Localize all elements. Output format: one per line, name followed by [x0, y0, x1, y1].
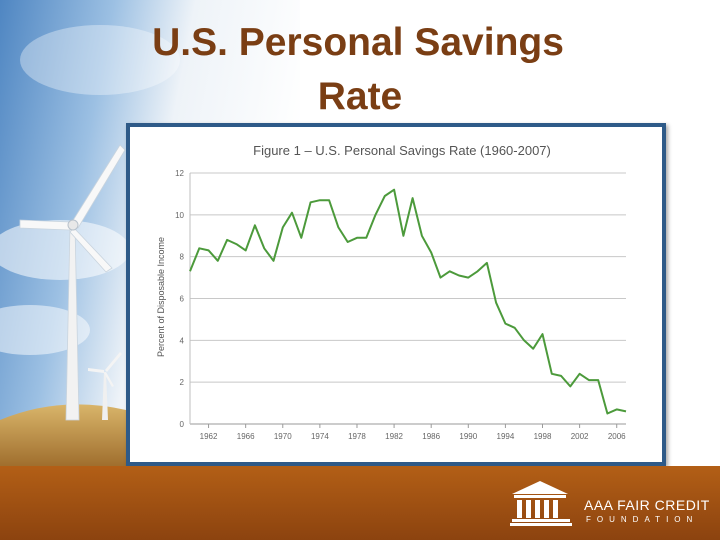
wind-turbine-icon [19, 144, 126, 421]
x-tick-label: 1982 [385, 432, 403, 441]
x-tick-label: 1986 [422, 432, 440, 441]
savings-rate-series-line [189, 188, 627, 415]
logo-subtitle: FOUNDATION [586, 515, 699, 524]
chart-frame: Figure 1 – U.S. Personal Savings Rate (1… [126, 123, 666, 466]
y-tick-label: 8 [180, 253, 185, 262]
y-tick-label: 6 [180, 295, 185, 304]
y-axis-label: Percent of Disposable Income [156, 237, 166, 357]
y-tick-label: 0 [180, 420, 185, 429]
x-tick-label: 1974 [311, 432, 329, 441]
temple-logo-icon [510, 481, 572, 526]
footer-band [0, 466, 720, 540]
small-wind-turbine-icon [88, 352, 122, 420]
y-tick-label: 4 [180, 336, 185, 345]
x-tick-label: 1990 [459, 432, 477, 441]
slide-title-line1: U.S. Personal Savings [152, 21, 564, 64]
x-tick-label: 2006 [608, 432, 626, 441]
x-tick-label: 1962 [200, 432, 218, 441]
x-tick-label: 1994 [497, 432, 515, 441]
y-tick-label: 2 [180, 378, 185, 387]
x-tick-label: 1970 [274, 432, 292, 441]
y-tick-label: 12 [175, 169, 184, 178]
y-tick-label: 10 [175, 211, 184, 220]
x-tick-label: 1978 [348, 432, 366, 441]
logo-name: AAA FAIR CREDIT [584, 497, 710, 513]
slide-title-line2: Rate [317, 75, 403, 118]
x-tick-label: 2002 [571, 432, 589, 441]
x-tick-label: 1966 [237, 432, 255, 441]
x-tick-label: 1998 [534, 432, 552, 441]
savings-rate-chart: Figure 1 – U.S. Personal Savings Rate (1… [156, 143, 627, 441]
chart-title: Figure 1 – U.S. Personal Savings Rate (1… [253, 143, 551, 158]
